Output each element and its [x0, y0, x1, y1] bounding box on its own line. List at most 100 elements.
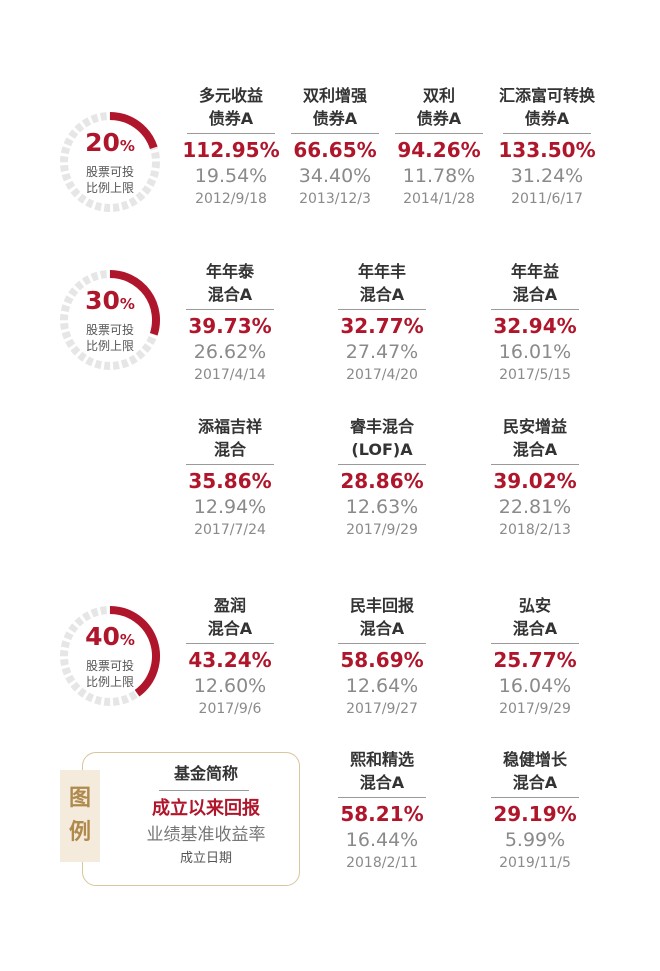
fund-inception-date: 2017/4/14 [194, 367, 266, 383]
fund-name: 双利增强 债券A [302, 86, 367, 128]
fund-inception-date: 2011/6/17 [511, 191, 583, 207]
gauge-30: 30% 股票可投 比例上限 [58, 268, 162, 372]
fund-inception-date: 2017/9/6 [198, 701, 262, 717]
fund-benchmark: 12.64% [345, 675, 419, 697]
fund-card: 双利 债券A 94.26% 11.78% 2014/1/28 [384, 84, 494, 209]
fund-card: 年年益 混合A 32.94% 16.01% 2017/5/15 [480, 260, 590, 385]
divider [186, 309, 274, 310]
divider [491, 797, 579, 798]
fund-benchmark: 11.78% [402, 165, 476, 187]
legend-benchmark: 业绩基准收益率 [146, 825, 266, 845]
fund-return: 32.94% [493, 314, 577, 338]
fund-inception-date: 2012/9/18 [195, 191, 267, 207]
gauge-percent: 20% [85, 128, 135, 157]
fund-inception-date: 2019/11/5 [499, 855, 571, 871]
fund-return: 25.77% [493, 648, 577, 672]
fund-name: 弘安 混合A [512, 596, 558, 638]
fund-return: 29.19% [493, 802, 577, 826]
fund-card: 民丰回报 混合A 58.69% 12.64% 2017/9/27 [327, 594, 437, 719]
fund-name: 双利 债券A [416, 86, 462, 128]
fund-inception-date: 2018/2/11 [346, 855, 418, 871]
gauge-percent: 40% [85, 622, 135, 651]
fund-card: 双利增强 债券A 66.65% 34.40% 2013/12/3 [280, 84, 390, 209]
fund-card: 熙和精选 混合A 58.21% 16.44% 2018/2/11 [327, 748, 437, 873]
fund-name: 稳健增长 混合A [502, 750, 567, 792]
fund-card: 稳健增长 混合A 29.19% 5.99% 2019/11/5 [480, 748, 590, 873]
fund-benchmark: 26.62% [193, 341, 267, 363]
legend-return: 成立以来回报 [152, 798, 260, 819]
fund-name: 民丰回报 混合A [349, 596, 414, 638]
legend-date: 成立日期 [179, 851, 232, 866]
divider [159, 790, 249, 791]
fund-name: 民安增益 混合A [502, 417, 567, 459]
divider [491, 309, 579, 310]
fund-return: 39.02% [493, 469, 577, 493]
fund-return: 112.95% [182, 138, 280, 162]
fund-inception-date: 2017/9/27 [346, 701, 418, 717]
fund-benchmark: 12.60% [193, 675, 267, 697]
fund-name: 汇添富可转换 债券A [498, 86, 595, 128]
fund-return: 35.86% [188, 469, 272, 493]
fund-inception-date: 2014/1/28 [403, 191, 475, 207]
divider [186, 464, 274, 465]
fund-name: 年年泰 混合A [205, 262, 254, 304]
fund-inception-date: 2017/9/29 [499, 701, 571, 717]
fund-name: 年年丰 混合A [357, 262, 406, 304]
fund-return: 58.69% [340, 648, 424, 672]
fund-card: 盈润 混合A 43.24% 12.60% 2017/9/6 [175, 594, 285, 719]
fund-card: 多元收益 债券A 112.95% 19.54% 2012/9/18 [176, 84, 286, 209]
fund-card: 添福吉祥 混合 35.86% 12.94% 2017/7/24 [175, 415, 285, 540]
fund-return: 32.77% [340, 314, 424, 338]
gauge-caption: 股票可投 比例上限 [85, 323, 134, 353]
divider [186, 643, 274, 644]
fund-benchmark: 34.40% [298, 165, 372, 187]
fund-return: 66.65% [293, 138, 377, 162]
divider [338, 797, 426, 798]
gauge-ring [60, 270, 160, 370]
fund-return: 43.24% [188, 648, 272, 672]
fund-card: 弘安 混合A 25.77% 16.04% 2017/9/29 [480, 594, 590, 719]
gauge-40: 40% 股票可投 比例上限 [58, 604, 162, 708]
fund-inception-date: 2017/7/24 [194, 522, 266, 538]
fund-benchmark: 5.99% [504, 829, 566, 851]
fund-benchmark: 16.01% [498, 341, 572, 363]
divider [395, 133, 483, 134]
fund-benchmark: 16.04% [498, 675, 572, 697]
fund-benchmark: 12.63% [345, 496, 419, 518]
fund-inception-date: 2017/5/15 [499, 367, 571, 383]
legend-fund-name: 基金简称 [173, 764, 238, 783]
legend-box: 基金简称 成立以来回报 业绩基准收益率 成立日期 [82, 752, 300, 886]
fund-name: 睿丰混合 (LOF)A [349, 417, 414, 459]
gauge-fill-arc [109, 270, 160, 336]
fund-name: 年年益 混合A [510, 262, 559, 304]
fund-inception-date: 2018/2/13 [499, 522, 571, 538]
fund-inception-date: 2013/12/3 [299, 191, 371, 207]
divider [187, 133, 275, 134]
divider [338, 309, 426, 310]
fund-card: 年年泰 混合A 39.73% 26.62% 2017/4/14 [175, 260, 285, 385]
fund-return: 39.73% [188, 314, 272, 338]
gauge-fill-arc [109, 112, 158, 150]
gauge-caption: 股票可投 比例上限 [85, 165, 134, 195]
fund-return: 133.50% [498, 138, 596, 162]
fund-inception-date: 2017/9/29 [346, 522, 418, 538]
fund-return: 58.21% [340, 802, 424, 826]
fund-benchmark: 22.81% [498, 496, 572, 518]
fund-return: 28.86% [340, 469, 424, 493]
fund-card: 汇添富可转换 债券A 133.50% 31.24% 2011/6/17 [483, 84, 611, 209]
fund-name: 熙和精选 混合A [349, 750, 414, 792]
fund-inception-date: 2017/4/20 [346, 367, 418, 383]
fund-benchmark: 16.44% [345, 829, 419, 851]
gauge-caption: 股票可投 比例上限 [85, 659, 134, 689]
fund-card: 年年丰 混合A 32.77% 27.47% 2017/4/20 [327, 260, 437, 385]
gauge-ring [60, 112, 160, 212]
fund-card: 睿丰混合 (LOF)A 28.86% 12.63% 2017/9/29 [327, 415, 437, 540]
divider [491, 643, 579, 644]
divider [338, 464, 426, 465]
fund-name: 盈润 混合A [207, 596, 253, 638]
fund-name: 多元收益 债券A [198, 86, 263, 128]
legend-tag: 图 例 [60, 770, 100, 862]
fund-benchmark: 27.47% [345, 341, 419, 363]
divider [338, 643, 426, 644]
divider [503, 133, 591, 134]
